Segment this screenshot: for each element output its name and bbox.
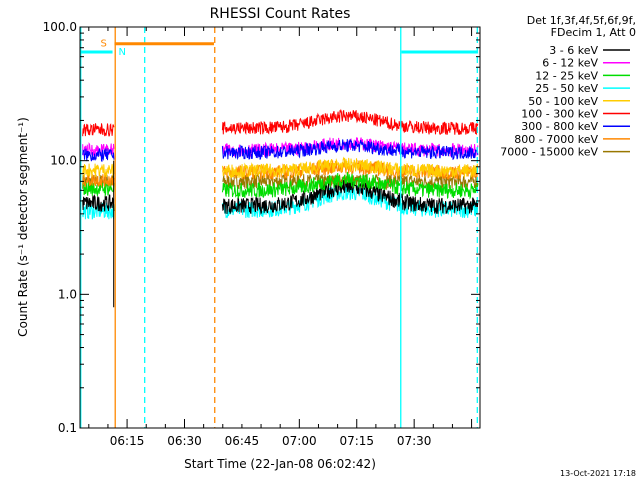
series-line-3-6-kev-seg0 (82, 193, 115, 212)
series-line-12-25-kev-seg1 (221, 171, 479, 200)
legend-label: 100 - 300 keV (521, 108, 598, 121)
series-line-300-800-kev-seg1 (221, 139, 479, 161)
y-tick-label: 0.1 (58, 421, 77, 435)
legend-label: 7000 - 15000 keV (500, 146, 598, 159)
x-tick-label: 07:15 (339, 434, 374, 448)
y-axis-label-group: Count Rate (s⁻¹ detector segment⁻¹) (16, 117, 30, 337)
plot-layer: NS (80, 27, 479, 428)
y-tick-label: 10.0 (50, 154, 77, 168)
y-axis-label: Count Rate (s⁻¹ detector segment⁻¹) (16, 117, 30, 337)
x-tick-label: 06:30 (167, 434, 202, 448)
chart-title: RHESSI Count Rates (210, 6, 351, 22)
s-bar-label: S (100, 39, 106, 50)
legend-label: 3 - 6 keV (549, 44, 598, 57)
n-bar-label: N (119, 47, 126, 58)
x-tick-label: 07:00 (282, 434, 317, 448)
axes-layer: 100.0 10.0 1.0 0.1 06:15 06:30 06:45 07:00 07:15… (43, 20, 481, 448)
y-tick-label: 1.0 (58, 287, 77, 301)
legend-label: 25 - 50 keV (535, 82, 598, 95)
legend-label: 800 - 7000 keV (514, 133, 598, 146)
legend-label: 50 - 100 keV (528, 95, 598, 108)
footer-timestamp: 13-Oct-2021 17:18 (560, 469, 636, 478)
legend-label: 300 - 800 keV (521, 120, 598, 133)
legend-label: 12 - 25 keV (535, 69, 598, 82)
x-tick-label: 07:30 (397, 434, 432, 448)
x-tick-label: 06:15 (110, 434, 145, 448)
series-line-800-7000-kev-seg0 (82, 172, 115, 188)
x-axis-label: Start Time (22-Jan-08 06:02:42) (184, 457, 376, 471)
legend-label: 6 - 12 keV (542, 57, 598, 70)
series-line-300-800-kev-seg0 (82, 148, 115, 162)
x-tick-label: 06:45 (225, 434, 260, 448)
legend: Det 1f,3f,4f,5f,6f,9f,FDecim 1, Att 0 3 -… (500, 14, 636, 159)
series-line-100-300-kev-seg0 (82, 123, 115, 137)
series-line-50-100-kev-seg1 (221, 156, 479, 180)
legend-header-line: FDecim 1, Att 0 (551, 26, 636, 39)
series-line-50-100-kev-seg0 (82, 163, 115, 178)
series-line-12-25-kev-seg0 (82, 179, 115, 197)
y-tick-label: 100.0 (43, 20, 77, 34)
series-line-100-300-kev-seg1 (221, 108, 479, 136)
legend-header-line: Det 1f,3f,4f,5f,6f,9f, (527, 14, 636, 27)
